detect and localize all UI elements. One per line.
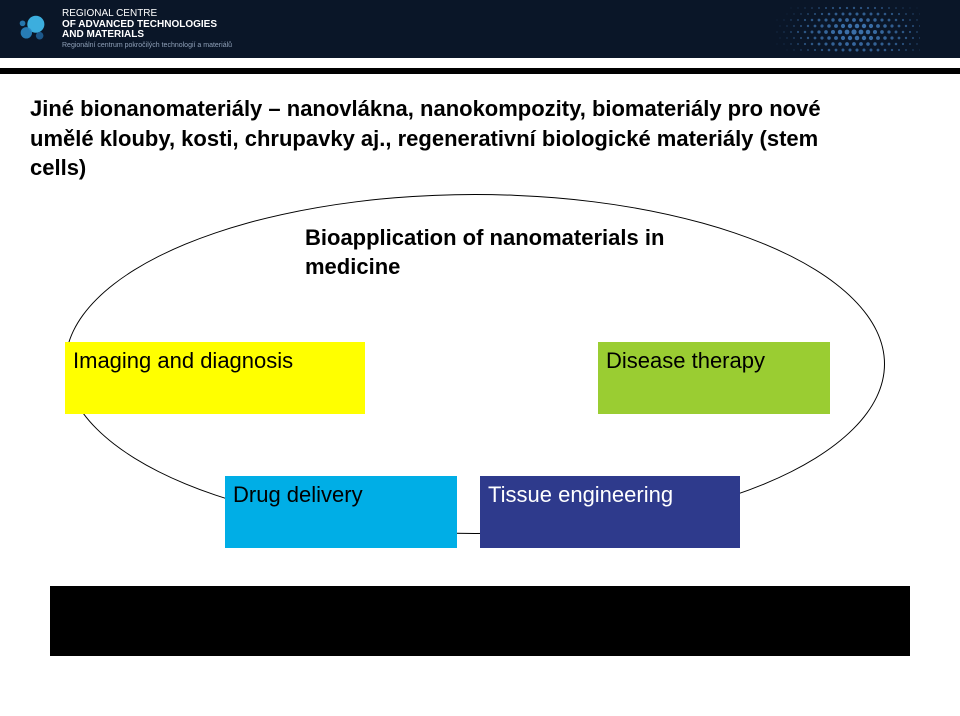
header-bar: REGIONAL CENTRE OF ADVANCED TECHNOLOGIES… [0, 0, 960, 58]
box-drug-label: Drug delivery [225, 476, 371, 514]
logo-line-3: AND MATERIALS [62, 30, 232, 41]
header-divider-white [0, 58, 960, 68]
logo-text: REGIONAL CENTRE OF ADVANCED TECHNOLOGIES… [62, 9, 232, 49]
box-disease-label: Disease therapy [598, 342, 773, 380]
slide-content: Jiné bionanomateriály – nanovlákna, nano… [0, 74, 960, 656]
diagram-heading-line-1: Bioapplication of nanomaterials in [305, 225, 664, 250]
footer-bar [50, 586, 910, 656]
logo-sphere-icon [14, 10, 52, 48]
box-tissue-label: Tissue engineering [480, 476, 681, 514]
box-imaging-diagnosis: Imaging and diagnosis [65, 342, 365, 414]
box-tissue-engineering: Tissue engineering [480, 476, 740, 548]
box-disease-therapy: Disease therapy [598, 342, 830, 414]
header-dot-pattern-icon [700, 6, 920, 52]
title-line-3: cells) [30, 155, 86, 180]
logo-line-4: Regionální centrum pokročilých technolog… [62, 42, 232, 49]
logo-line-1: REGIONAL CENTRE [62, 9, 232, 20]
diagram-heading-line-2: medicine [305, 254, 400, 279]
box-drug-delivery: Drug delivery [225, 476, 457, 548]
title-line-1: Jiné bionanomateriály – nanovlákna, nano… [30, 96, 821, 121]
box-imaging-label: Imaging and diagnosis [65, 342, 301, 380]
title-line-2: umělé klouby, kosti, chrupavky aj., rege… [30, 126, 818, 151]
slide-title: Jiné bionanomateriály – nanovlákna, nano… [30, 94, 910, 183]
logo: REGIONAL CENTRE OF ADVANCED TECHNOLOGIES… [14, 9, 232, 49]
diagram-heading: Bioapplication of nanomaterials in medic… [305, 224, 705, 281]
